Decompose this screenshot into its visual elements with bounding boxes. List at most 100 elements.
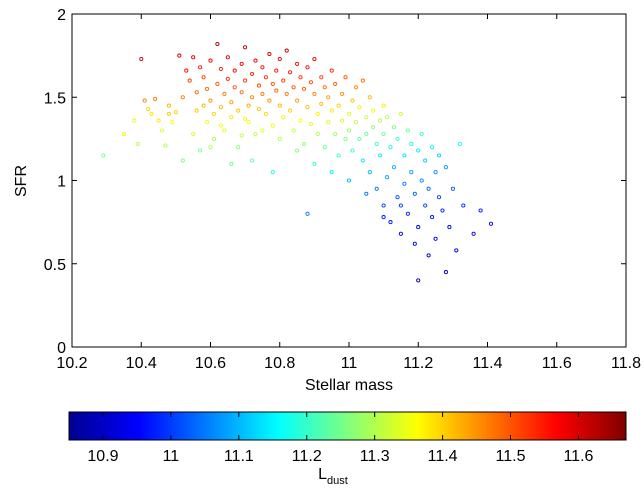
data-point <box>191 131 196 136</box>
data-point <box>281 115 286 120</box>
data-point <box>253 131 258 136</box>
x-tick-label: 10.2 <box>56 355 87 372</box>
data-point <box>381 203 386 208</box>
data-point <box>305 211 310 216</box>
data-point <box>187 78 192 83</box>
colorbar-tick-label: 11.3 <box>360 448 390 465</box>
data-point <box>312 91 317 96</box>
data-point <box>391 125 397 130</box>
data-point <box>191 55 196 60</box>
data-point <box>194 90 199 95</box>
data-point <box>409 170 414 175</box>
data-point <box>288 70 293 75</box>
data-point <box>447 225 452 230</box>
data-point <box>461 203 466 208</box>
data-point <box>315 131 320 136</box>
data-point <box>378 118 383 123</box>
colorbar-ticks: 10.9 11 11.1 11.2 11.3 11.4 11.5 11.6 <box>87 412 594 465</box>
data-point <box>250 95 255 100</box>
data-point <box>229 100 234 105</box>
data-point <box>198 148 203 153</box>
data-point <box>194 108 199 113</box>
data-point <box>340 91 345 96</box>
data-point <box>274 68 279 73</box>
data-point <box>416 278 421 283</box>
data-point <box>243 45 248 50</box>
data-point <box>295 61 300 66</box>
data-point <box>350 98 355 103</box>
data-point <box>208 145 213 150</box>
data-point <box>381 103 386 108</box>
data-point <box>159 128 165 133</box>
data-point <box>430 145 435 150</box>
data-point <box>357 136 362 141</box>
data-point <box>364 131 369 136</box>
data-point <box>139 56 144 62</box>
x-tick-label: 11 <box>341 355 358 372</box>
data-point <box>204 86 210 91</box>
data-point <box>177 53 182 58</box>
plot-area <box>71 13 627 348</box>
data-point <box>142 98 147 103</box>
data-point <box>333 81 338 86</box>
data-point <box>232 85 237 90</box>
data-point <box>381 215 386 220</box>
data-point <box>301 86 307 91</box>
colorbar-title-sub: dust <box>327 475 348 487</box>
data-point <box>336 103 341 108</box>
data-point <box>288 108 293 113</box>
data-point <box>329 108 334 113</box>
data-point <box>232 68 237 73</box>
data-point <box>426 253 431 258</box>
data-point <box>149 111 154 116</box>
x-tick-label: 11.4 <box>473 355 503 372</box>
colorbar-tick-label: 11.4 <box>428 448 458 465</box>
data-point <box>225 76 230 81</box>
data-point <box>260 128 265 133</box>
data-point <box>346 128 352 133</box>
data-point <box>440 208 445 213</box>
data-point <box>350 148 355 153</box>
data-point <box>239 61 244 66</box>
colorbar-title: Ldust <box>318 466 348 487</box>
data-point <box>436 153 442 158</box>
data-point <box>371 125 376 130</box>
data-point <box>374 186 379 191</box>
data-point <box>364 115 369 120</box>
data-point <box>263 111 268 116</box>
data-point <box>295 98 300 103</box>
data-point <box>101 153 106 158</box>
data-point <box>412 191 417 196</box>
data-point <box>391 165 397 170</box>
data-point <box>402 181 407 186</box>
colorbar-tick-label: 11.1 <box>224 448 254 465</box>
data-point <box>357 105 362 110</box>
data-point <box>319 75 324 80</box>
data-point <box>322 85 327 90</box>
data-point <box>246 120 251 125</box>
data-point <box>488 221 494 226</box>
data-point <box>277 103 282 108</box>
data-point <box>256 106 262 111</box>
data-point <box>295 148 300 153</box>
data-point <box>322 145 327 150</box>
x-tick-label: 11.8 <box>611 355 641 372</box>
data-point <box>412 241 417 246</box>
data-point <box>385 115 390 120</box>
data-point <box>433 236 438 241</box>
colorbar-tick-label: 11 <box>163 448 180 465</box>
data-point <box>343 136 348 141</box>
data-point <box>208 98 213 103</box>
data-point <box>430 215 435 220</box>
data-point <box>253 58 258 63</box>
data-point <box>250 158 255 163</box>
data-point <box>267 98 272 103</box>
data-point <box>239 90 244 95</box>
data-point <box>291 128 296 133</box>
data-point <box>388 220 393 225</box>
data-point <box>395 136 400 141</box>
data-point <box>270 170 275 175</box>
data-point <box>471 231 476 236</box>
data-point <box>211 136 217 141</box>
data-point <box>218 123 223 128</box>
